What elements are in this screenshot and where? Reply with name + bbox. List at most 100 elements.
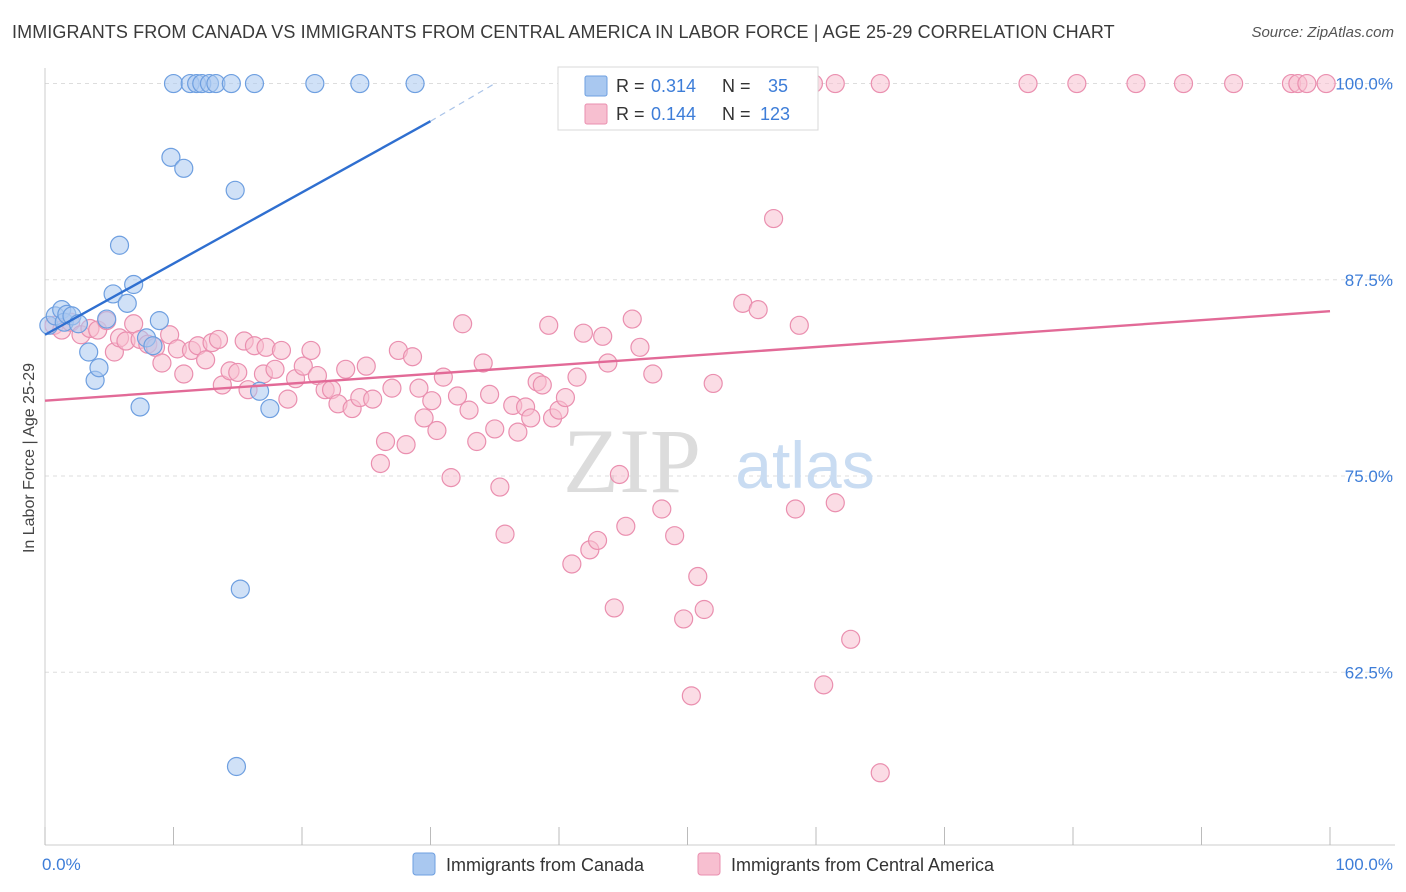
canada-point bbox=[79, 342, 99, 362]
central-america-point bbox=[508, 422, 528, 442]
data-points bbox=[39, 73, 1336, 783]
series-legend: Immigrants from Canada Immigrants from C… bbox=[412, 852, 995, 876]
central-america-point bbox=[480, 384, 500, 405]
central-america-point bbox=[763, 208, 784, 229]
central-america-point bbox=[870, 73, 890, 94]
central-america-point bbox=[208, 329, 229, 350]
series-swatch-central-america bbox=[697, 852, 721, 876]
central-america-point bbox=[688, 566, 708, 587]
legend-r-value-canada: 0.314 bbox=[651, 76, 696, 96]
central-america-point bbox=[622, 309, 642, 329]
canada-point bbox=[163, 73, 184, 94]
canada-point bbox=[161, 147, 181, 167]
central-america-point bbox=[402, 347, 423, 367]
canada-point bbox=[225, 180, 245, 200]
central-america-point bbox=[301, 340, 321, 361]
central-america-point bbox=[152, 353, 172, 373]
central-america-point bbox=[256, 337, 276, 357]
central-america-point bbox=[652, 499, 672, 519]
source-label: Source: ZipAtlas.com bbox=[1251, 24, 1394, 41]
canada-point bbox=[226, 756, 247, 777]
central-america-point bbox=[609, 464, 629, 485]
central-america-point bbox=[382, 378, 402, 398]
central-america-point bbox=[1224, 73, 1244, 94]
y-tick-labels: 100.0% 87.5% 75.0% 62.5% bbox=[1335, 75, 1393, 683]
canada-point bbox=[221, 73, 241, 94]
central-america-point bbox=[674, 609, 694, 629]
central-america-point bbox=[587, 530, 608, 551]
central-america-point bbox=[396, 435, 416, 455]
central-america-point bbox=[604, 598, 624, 618]
central-america-point bbox=[495, 524, 515, 544]
central-america-point bbox=[422, 391, 442, 411]
canada-point bbox=[174, 158, 194, 178]
chart-title: IMMIGRANTS FROM CANADA VS IMMIGRANTS FRO… bbox=[12, 22, 1115, 42]
central-america-point bbox=[785, 499, 806, 519]
central-america-point bbox=[228, 362, 248, 383]
central-america-point bbox=[825, 73, 845, 94]
correlation-legend: R = 0.314 N = 35 R = 0.144 N = 123 bbox=[557, 66, 819, 131]
canada-point bbox=[305, 73, 325, 94]
canada-point bbox=[130, 397, 150, 417]
legend-n-label: N = bbox=[722, 76, 751, 96]
central-america-point bbox=[370, 453, 390, 474]
central-america-point bbox=[555, 387, 576, 408]
canada-point bbox=[405, 73, 425, 94]
central-america-point bbox=[841, 629, 861, 649]
canada-trend-line bbox=[44, 120, 432, 336]
y-tick-label: 100.0% bbox=[1335, 75, 1393, 94]
trend-lines bbox=[44, 83, 1331, 402]
central-america-point bbox=[490, 477, 510, 497]
central-america-point bbox=[593, 326, 613, 346]
central-america-point bbox=[485, 419, 505, 439]
legend-n-value-canada: 35 bbox=[768, 76, 788, 96]
legend-swatch-canada bbox=[584, 75, 608, 97]
watermark: ZIP atlas bbox=[563, 410, 875, 512]
canada-point bbox=[97, 309, 117, 329]
central-america-point bbox=[278, 389, 298, 409]
legend-r-label-2: R = bbox=[616, 104, 645, 124]
central-america-point bbox=[447, 386, 468, 406]
central-america-point bbox=[1018, 73, 1038, 94]
canada-point bbox=[260, 398, 280, 419]
canada-point bbox=[117, 293, 137, 313]
central-america-point bbox=[814, 675, 834, 695]
central-america-point bbox=[1316, 73, 1336, 94]
series-label-canada: Immigrants from Canada bbox=[446, 855, 645, 875]
y-tick-label: 62.5% bbox=[1345, 663, 1393, 682]
central-america-point bbox=[336, 359, 356, 379]
central-america-point bbox=[665, 526, 685, 546]
y-tick-label: 75.0% bbox=[1345, 467, 1393, 486]
central-america-point bbox=[174, 364, 194, 384]
canada-point bbox=[244, 73, 265, 94]
canada-point bbox=[109, 235, 130, 255]
central-america-point bbox=[681, 686, 701, 706]
central-america-point bbox=[467, 431, 487, 452]
central-america-point bbox=[459, 400, 479, 420]
legend-r-value-central-america: 0.144 bbox=[651, 104, 696, 124]
central-america-point bbox=[196, 350, 216, 370]
central-america-point bbox=[825, 493, 845, 513]
central-america-point bbox=[532, 375, 552, 395]
legend-swatch-central-america bbox=[584, 103, 608, 125]
central-america-point bbox=[441, 468, 461, 488]
canada-trend-extension bbox=[430, 83, 496, 122]
central-america-point bbox=[433, 367, 453, 387]
central-america-point bbox=[870, 763, 890, 783]
y-tick-label: 87.5% bbox=[1345, 271, 1393, 290]
canada-point bbox=[350, 73, 370, 94]
central-america-point bbox=[521, 408, 541, 428]
central-america-point bbox=[427, 420, 447, 441]
central-america-point bbox=[748, 300, 768, 320]
series-swatch-canada bbox=[412, 852, 436, 876]
legend-n-label-2: N = bbox=[722, 104, 751, 124]
legend-n-value-central-america: 123 bbox=[760, 104, 790, 124]
central-america-point bbox=[473, 353, 493, 373]
central-america-point bbox=[616, 516, 636, 536]
watermark-zip: ZIP bbox=[563, 410, 701, 512]
series-label-central-america: Immigrants from Central America bbox=[731, 855, 995, 875]
central-america-point bbox=[1126, 73, 1146, 94]
canada-point bbox=[230, 579, 250, 599]
central-america-point bbox=[573, 323, 594, 343]
